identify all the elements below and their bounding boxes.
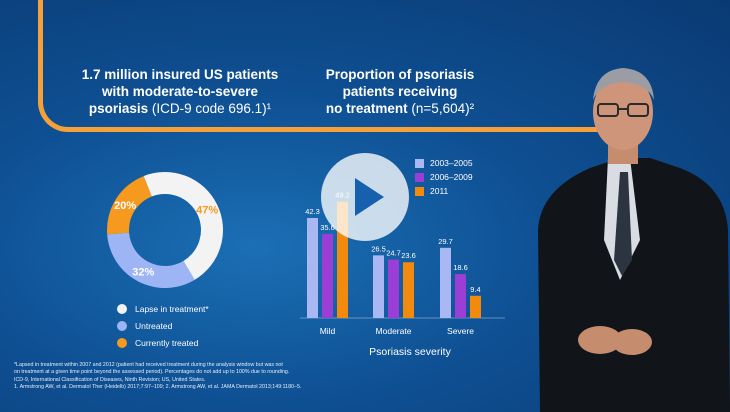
legend-item-2006-2009: 2006–2009 — [415, 170, 473, 184]
bar-x-axis-title: Psoriasis severity — [369, 346, 451, 358]
bar-moderate-series-1 — [388, 259, 399, 318]
footnote-4: 1. Armstrong AW, et al. Dermatol Ther (H… — [14, 384, 302, 391]
donut-slice-1 — [107, 232, 195, 288]
play-icon[interactable] — [320, 152, 410, 242]
legend-item-untreated: Untreated — [117, 317, 209, 334]
bar-value-label-mild-0: 42.3 — [305, 207, 320, 216]
left-header-line1: 1.7 million insured US patients — [81, 67, 279, 82]
category-label-mild: Mild — [320, 326, 336, 336]
right-header-line1: Proportion of psoriasis — [325, 67, 475, 82]
category-label-severe: Severe — [447, 326, 474, 336]
donut-label-1: 32% — [132, 267, 154, 279]
bar-value-label-moderate-2: 23.6 — [401, 251, 416, 260]
presenter-figure — [538, 68, 730, 412]
legend-item-2011: 2011 — [415, 184, 473, 198]
bar-moderate-series-0 — [373, 255, 384, 318]
orange-frame-line — [38, 0, 598, 132]
legend-item-treated: Currently treated — [117, 334, 209, 351]
footnote-1: *Lapsed in treatment within 2007 and 201… — [14, 362, 283, 368]
bar-severe-series-0 — [440, 247, 451, 318]
bar-value-label-moderate-0: 26.5 — [371, 244, 386, 253]
bar-value-label-severe-1: 18.6 — [453, 263, 468, 272]
footnote-2: on treatment at a given time point beyon… — [14, 369, 290, 376]
bar-value-label-moderate-1: 24.7 — [386, 249, 401, 258]
left-header-line2: with moderate-to-severe — [101, 84, 259, 99]
donut-label-2: 20% — [114, 200, 136, 212]
bar-value-label-severe-2: 9.4 — [470, 285, 480, 294]
bar-moderate-series-2 — [403, 262, 414, 318]
right-header-line2: patients receiving — [342, 84, 458, 99]
bar-legend: 2003–2005 2006–2009 2011 — [415, 156, 473, 198]
category-label-moderate: Moderate — [376, 326, 412, 336]
bar-chart: 42.335.649.2Mild26.524.723.6Moderate29.7… — [300, 191, 505, 336]
bar-value-label-severe-0: 29.7 — [438, 237, 453, 246]
right-header: Proportion of psoriasis patients receivi… — [300, 66, 500, 117]
donut-label-0: 47% — [196, 204, 218, 216]
footnote-3: ICD-9, International Classification of D… — [14, 376, 206, 383]
footnotes: *Lapsed in treatment within 2007 and 201… — [14, 362, 434, 392]
donut-slice-2 — [107, 176, 152, 235]
legend-item-lapse: Lapse in treatment* — [117, 300, 209, 317]
bar-severe-series-1 — [455, 274, 466, 318]
bar-value-label-mild-1: 35.6 — [320, 223, 335, 232]
left-header: 1.7 million insured US patients with mod… — [60, 66, 300, 117]
bar-severe-series-2 — [470, 295, 481, 318]
bar-mild-series-2 — [337, 201, 348, 318]
donut-legend: Lapse in treatment* Untreated Currently … — [117, 300, 209, 351]
donut-chart: 47% 32% 20% — [107, 172, 223, 288]
left-header-line3: psoriasis (ICD-9 code 696.1)¹ — [88, 101, 272, 116]
right-header-line3: no treatment (n=5,604)² — [325, 101, 475, 116]
bar-mild-series-1 — [322, 233, 333, 318]
bar-mild-series-0 — [307, 218, 318, 318]
donut-slice-0 — [143, 172, 223, 280]
legend-item-2003-2005: 2003–2005 — [415, 156, 473, 170]
